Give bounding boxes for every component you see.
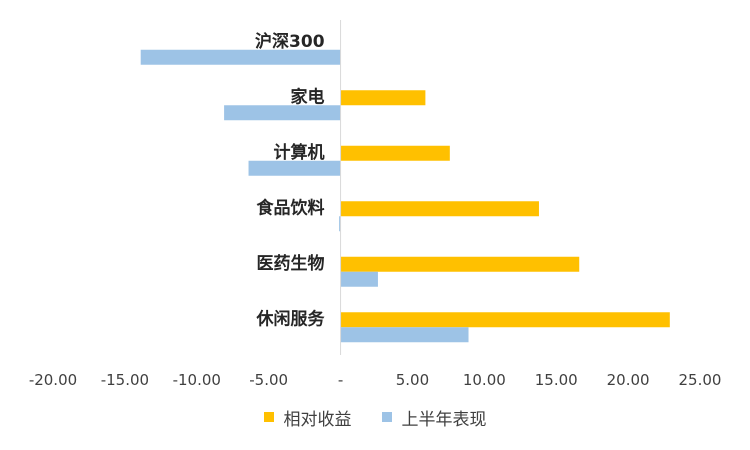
- legend: 相对收益 上半年表现: [0, 404, 750, 430]
- bar-relative-return-4: [340, 256, 580, 272]
- legend-item-relative-return: 相对收益: [263, 405, 352, 430]
- bar-h1-performance-2: [248, 160, 341, 176]
- bar-h1-performance-3: [339, 216, 341, 232]
- x-tick-label: 10.00: [463, 371, 506, 389]
- bar-relative-return-2: [340, 145, 450, 161]
- category-label: 医药生物: [257, 253, 325, 274]
- bar-h1-performance-4: [340, 271, 378, 287]
- x-tick-label: 25.00: [679, 371, 722, 389]
- legend-label-h1-performance: 上半年表现: [401, 409, 487, 430]
- bar-h1-performance-0: [140, 49, 341, 65]
- legend-swatch-relative-return: [263, 412, 274, 422]
- bar-relative-return-1: [340, 90, 426, 106]
- x-tick-label: -15.00: [101, 371, 149, 389]
- x-tick-label: -5.00: [249, 371, 288, 389]
- x-tick-label: 5.00: [396, 371, 429, 389]
- category-label: 沪深300: [255, 31, 325, 52]
- bar-h1-performance-1: [224, 105, 341, 121]
- legend-label-relative-return: 相对收益: [283, 409, 352, 430]
- category-label: 休闲服务: [256, 308, 326, 329]
- bars-layer: [140, 49, 670, 343]
- x-tick-label: 20.00: [607, 371, 650, 389]
- category-label: 家电: [291, 86, 325, 107]
- x-tick-label: 15.00: [535, 371, 578, 389]
- x-axis-tick-labels: -20.00 -15.00 -10.00 -5.00-5.00 10.00 15.00 20…: [29, 371, 722, 389]
- legend-swatch-h1-performance: [381, 412, 392, 422]
- category-label: 食品饮料: [257, 197, 325, 218]
- legend-item-h1-performance: 上半年表现: [381, 405, 487, 430]
- x-tick-label: -: [338, 371, 343, 389]
- bar-relative-return-5: [340, 312, 670, 328]
- bar-relative-return-3: [340, 201, 539, 217]
- x-tick-label: -10.00: [173, 371, 221, 389]
- x-tick-label: -20.00: [29, 371, 77, 389]
- bar-h1-performance-5: [340, 327, 469, 343]
- category-label: 计算机: [274, 142, 325, 163]
